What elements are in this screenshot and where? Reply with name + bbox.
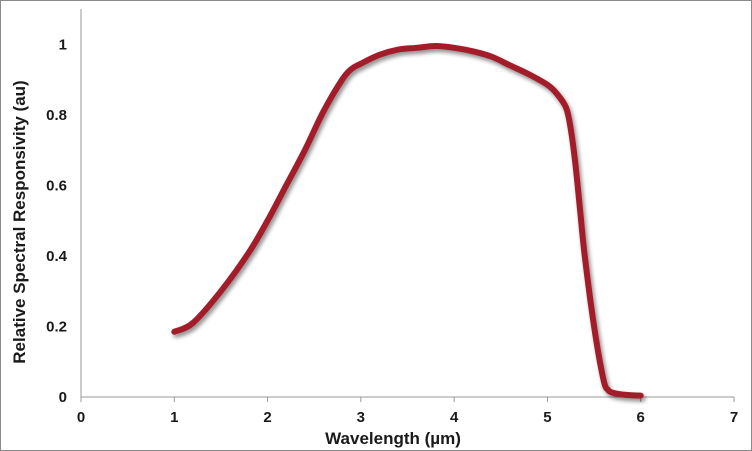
x-tick-labels: 0 1 2 3 4 5 6 7 bbox=[77, 397, 738, 426]
x-tick-label: 4 bbox=[450, 409, 459, 426]
x-axis-title: Wavelength (µm) bbox=[325, 429, 461, 448]
y-tick-labels: 0 0.2 0.4 0.6 0.8 1 bbox=[46, 36, 68, 406]
x-tick-label: 6 bbox=[637, 409, 645, 426]
y-tick-label: 0.2 bbox=[46, 318, 67, 335]
y-tick-label: 0.8 bbox=[46, 107, 67, 124]
x-tick-label: 0 bbox=[77, 409, 85, 426]
x-tick-label: 7 bbox=[730, 409, 738, 426]
y-tick-label: 1 bbox=[59, 36, 67, 53]
y-tick-label: 0.6 bbox=[46, 177, 67, 194]
y-tick-label: 0.4 bbox=[46, 248, 68, 265]
y-tick-label: 0 bbox=[59, 389, 67, 406]
x-tick-label: 2 bbox=[263, 409, 271, 426]
responsivity-curve bbox=[171, 43, 644, 399]
x-tick-label: 1 bbox=[170, 409, 178, 426]
x-tick-label: 5 bbox=[543, 409, 551, 426]
y-axis-title: Relative Spectral Responsivity (au) bbox=[10, 80, 29, 363]
x-tick-label: 3 bbox=[357, 409, 365, 426]
